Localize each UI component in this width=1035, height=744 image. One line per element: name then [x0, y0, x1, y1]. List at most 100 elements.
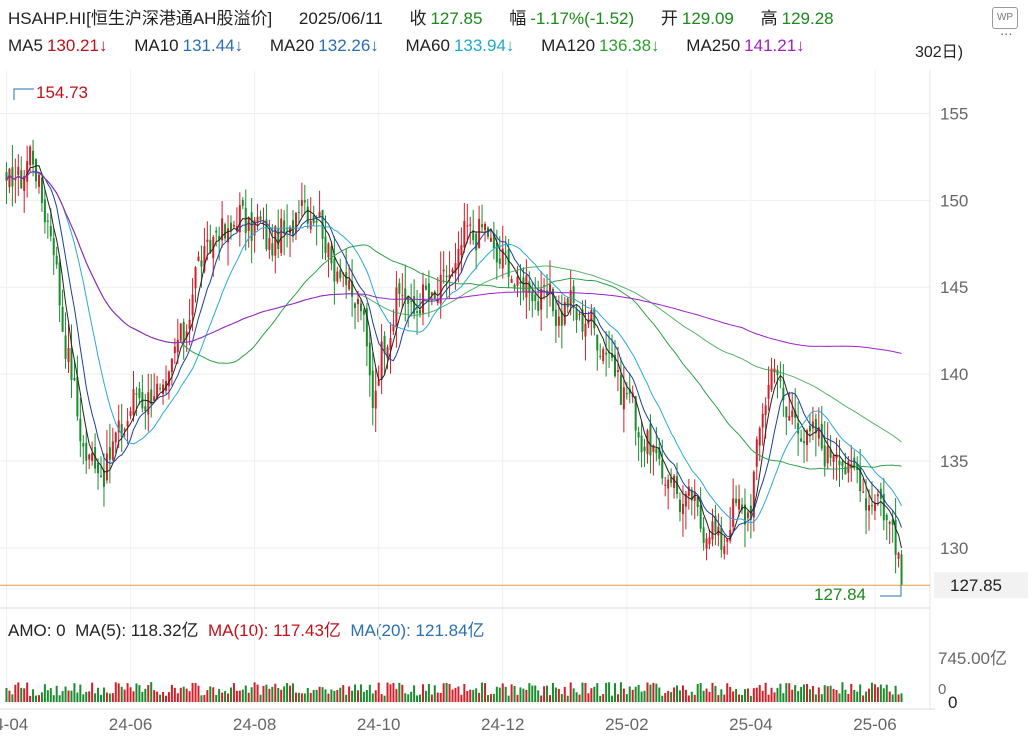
candle-body	[696, 496, 699, 508]
volume-bar	[525, 689, 528, 702]
more-menu-icon[interactable]: ...	[1000, 22, 1013, 39]
candle-body	[469, 224, 472, 226]
candle-body	[102, 470, 105, 487]
x-tick-label: 24-10	[357, 715, 400, 734]
volume-bar	[339, 687, 342, 702]
candle-body	[105, 453, 108, 481]
volume-bar	[805, 683, 808, 702]
candle-body	[741, 504, 744, 510]
volume-bar	[481, 682, 484, 702]
volume-bar	[17, 682, 20, 702]
volume-bar	[705, 688, 708, 702]
candle-body	[761, 413, 764, 428]
y-tick-label: 140	[940, 365, 968, 384]
ma60-label: MA60	[405, 36, 450, 55]
candle-body	[560, 311, 563, 326]
volume-bar	[20, 687, 23, 702]
ma-line	[6, 171, 902, 354]
volume-bar	[873, 684, 876, 702]
candle-body	[805, 430, 808, 446]
candle-body	[625, 392, 628, 395]
volume-bar	[312, 690, 315, 702]
volume-bar	[256, 684, 259, 702]
candle-body	[581, 309, 584, 332]
volume-bar	[596, 683, 599, 702]
volume-bar	[758, 684, 761, 702]
candle-body	[649, 423, 652, 456]
volume-bar	[746, 688, 749, 702]
volume-bar	[891, 694, 894, 702]
candle-body	[250, 212, 253, 241]
candle-body	[23, 175, 26, 191]
candle-body	[622, 387, 625, 410]
candle-body	[661, 459, 664, 479]
volume-bar	[590, 688, 593, 702]
volume-bar	[466, 691, 469, 702]
volume-bar	[23, 688, 26, 702]
volume-bar	[294, 692, 297, 702]
candle-body	[522, 277, 525, 293]
volume-bar	[173, 687, 176, 702]
candle-body	[664, 484, 667, 486]
candle-body	[392, 324, 395, 332]
volume-bar	[271, 686, 274, 702]
candle-body	[410, 300, 413, 302]
candle-body	[628, 388, 631, 394]
volume-bar	[224, 691, 227, 702]
candle-body	[714, 515, 717, 533]
candle-body	[229, 222, 232, 232]
candle-body	[100, 475, 103, 477]
volume-bar	[566, 695, 569, 702]
candle-body	[743, 504, 746, 525]
volume-bar	[803, 684, 806, 702]
volume-bar	[289, 685, 292, 702]
volume-bar	[32, 689, 35, 702]
candle-body	[416, 311, 419, 313]
candle-body	[64, 335, 67, 359]
volume-bar	[351, 690, 354, 702]
volume-bar	[708, 691, 711, 702]
volume-bar	[123, 689, 126, 702]
candle-body	[826, 446, 829, 464]
volume-bar	[554, 687, 557, 702]
candle-body	[613, 354, 616, 377]
volume-bar	[501, 683, 504, 702]
candle-body	[684, 493, 687, 507]
x-tick-label: 25-04	[729, 715, 772, 734]
candle-body	[58, 262, 61, 306]
candle-body	[534, 294, 537, 302]
volume-bar	[681, 685, 684, 702]
candle-body	[658, 447, 661, 460]
candle-body	[776, 369, 779, 375]
candle-body	[711, 521, 714, 540]
candle-body	[306, 206, 309, 224]
volume-bar	[478, 692, 481, 702]
amo-value: AMO: 0	[8, 621, 66, 640]
candle-body	[162, 384, 165, 395]
volume-bar	[504, 686, 507, 702]
candle-body	[11, 167, 14, 187]
volume-bar	[401, 684, 404, 702]
volume-bar	[221, 692, 224, 702]
volume-bar	[404, 693, 407, 702]
volume-bar	[646, 682, 649, 702]
wp-icon[interactable]: WP	[992, 7, 1018, 29]
candle-body	[853, 457, 856, 467]
volume-bar	[475, 688, 478, 702]
candle-body	[501, 248, 504, 269]
ma10-label: MA10	[134, 36, 179, 55]
candle-body	[280, 218, 283, 254]
candle-body	[504, 251, 507, 253]
candle-body	[164, 380, 167, 391]
volume-bar	[752, 688, 755, 702]
volume-bar	[868, 688, 871, 702]
volume-bar	[218, 688, 221, 702]
volume-bar	[546, 685, 549, 702]
volume-bar	[318, 686, 321, 702]
volume-bar	[64, 686, 67, 702]
volume-bar	[613, 683, 616, 702]
volume-bar	[52, 695, 55, 702]
volume-bar	[114, 682, 117, 702]
volume-bar	[531, 685, 534, 702]
